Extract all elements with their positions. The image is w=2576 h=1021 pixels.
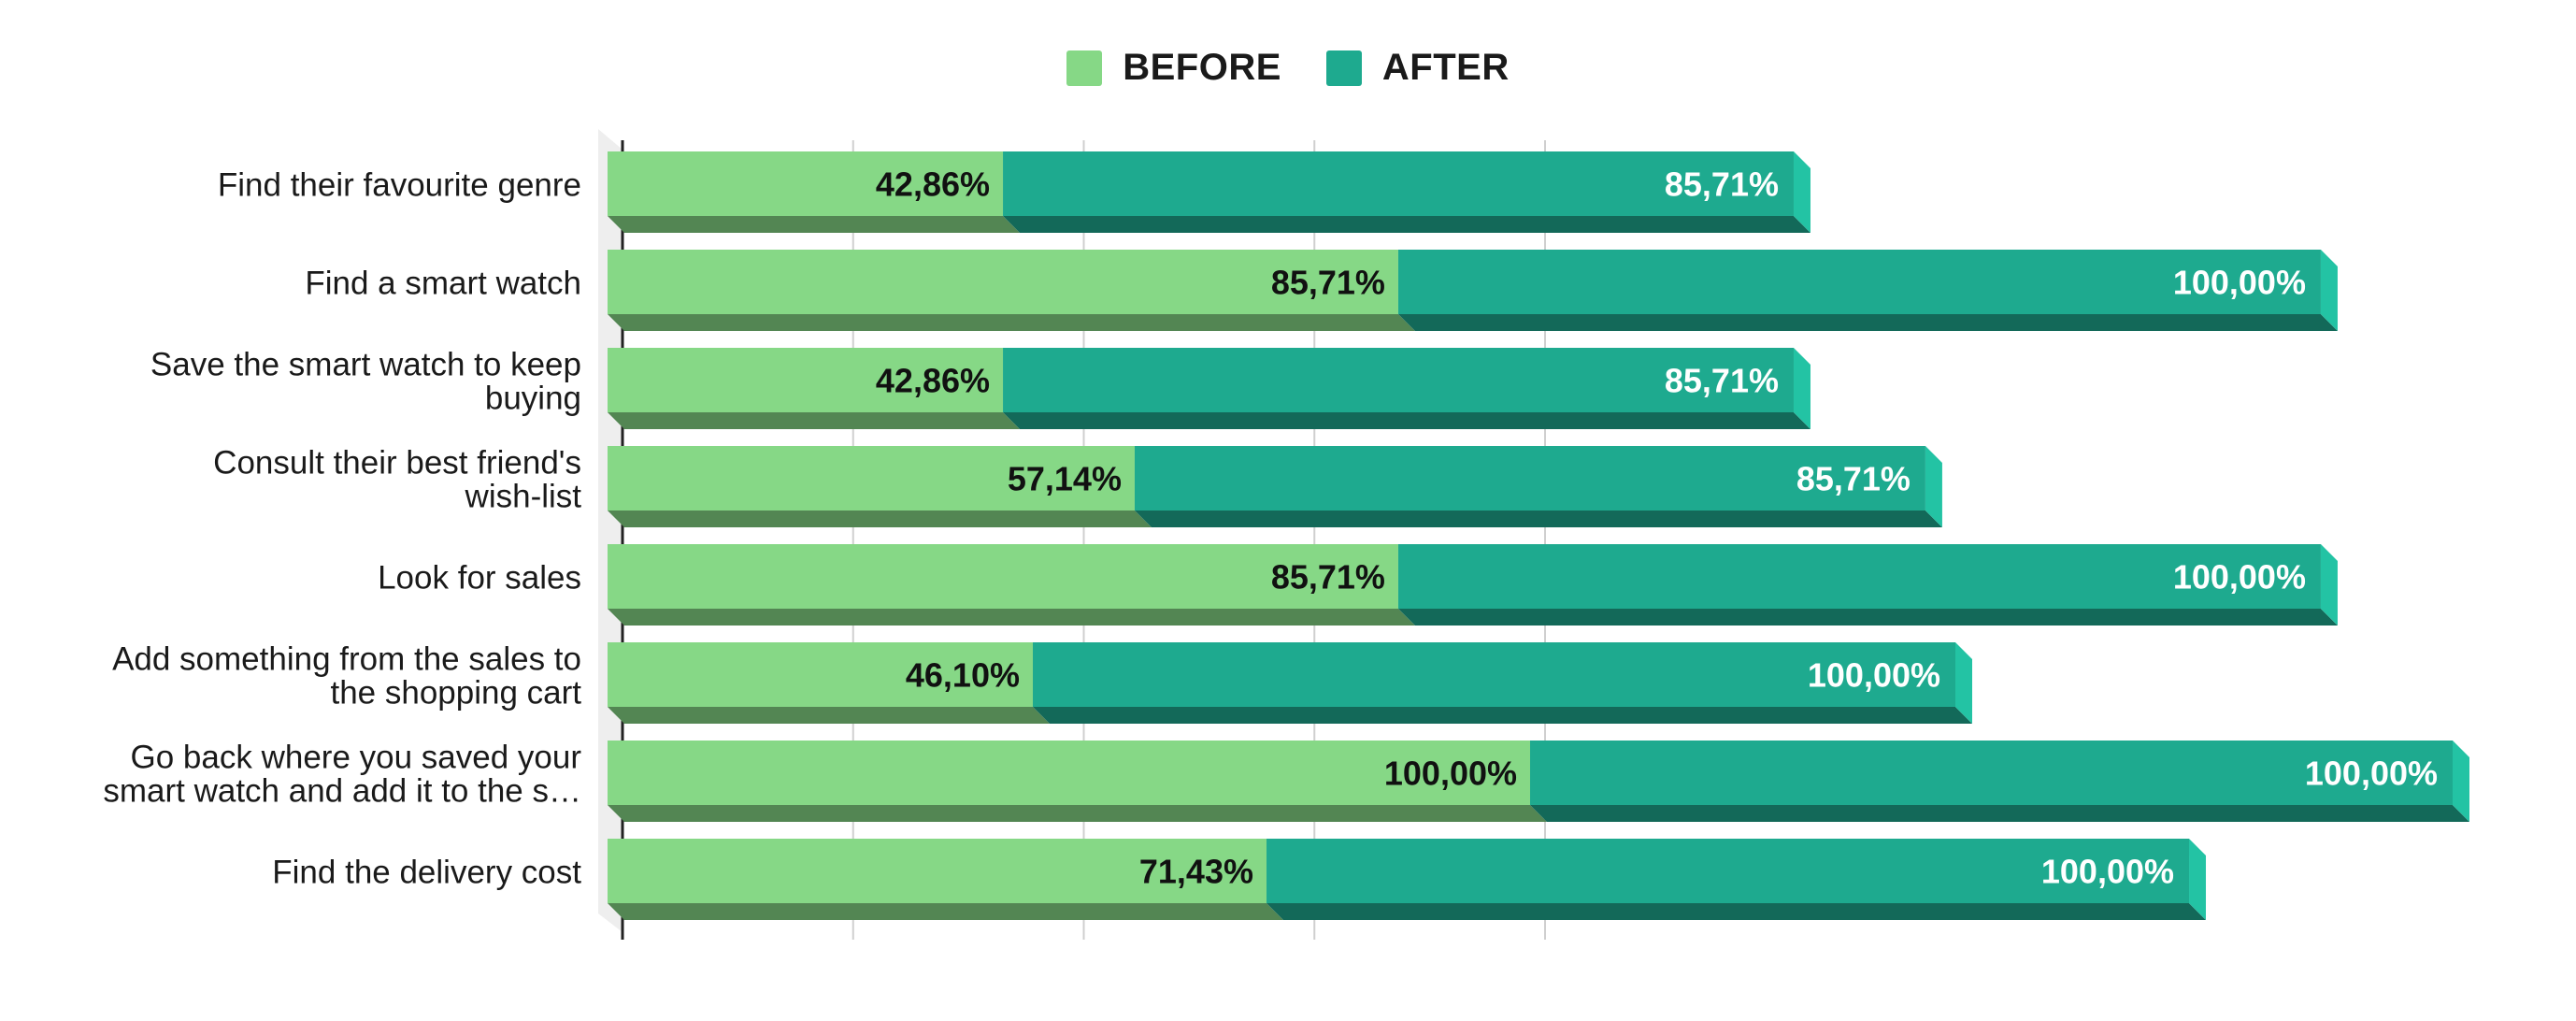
category-label: wish-list — [465, 479, 582, 515]
data-label-before: 85,71% — [1271, 264, 1385, 302]
bar-before — [608, 446, 1135, 510]
bar-before-bottom — [608, 805, 1547, 822]
bar-before — [608, 642, 1034, 707]
category-label: Consult their best friend's — [213, 445, 581, 482]
category-label: Find their favourite genre — [218, 167, 581, 204]
category-label: smart watch and add it to the s… — [103, 773, 581, 810]
plot-wall — [598, 129, 623, 932]
legend-swatch-after — [1325, 50, 1362, 86]
bar-after — [1003, 151, 1794, 216]
legend-item-after[interactable]: AFTER — [1325, 47, 1510, 89]
bar-before — [608, 839, 1267, 903]
bar-before-bottom — [608, 609, 1415, 626]
bar-after-bottom — [1267, 903, 2207, 920]
data-label-after: 85,71% — [1665, 362, 1779, 400]
data-label-before: 42,86% — [876, 362, 990, 400]
data-label-after: 100,00% — [1808, 656, 1940, 695]
data-label-before: 46,10% — [906, 656, 1020, 695]
bar-after — [1530, 741, 2453, 805]
category-label: buying — [485, 381, 581, 417]
bar-after-bottom — [1397, 609, 2338, 626]
legend-label-after: AFTER — [1381, 47, 1510, 88]
bar-after — [1267, 839, 2190, 903]
data-label-after: 100,00% — [2173, 558, 2306, 597]
bar-after — [1397, 250, 2321, 314]
data-label-after: 100,00% — [2041, 853, 2174, 891]
bar-after-side — [2320, 250, 2338, 331]
bar-after-bottom — [1003, 412, 1810, 429]
bar-after — [1033, 642, 1956, 707]
bar-before-bottom — [608, 707, 1051, 724]
bar-after — [1397, 544, 2321, 609]
data-label-after: 100,00% — [2305, 755, 2438, 793]
data-label-after: 100,00% — [2173, 264, 2306, 302]
bar-after — [1134, 446, 1925, 510]
bar-before — [608, 151, 1004, 216]
bar-after-bottom — [1033, 707, 1973, 724]
bar-before — [608, 348, 1004, 412]
bar-after-side — [1793, 348, 1810, 429]
bar-after-side — [1925, 446, 1942, 527]
data-label-before: 57,14% — [1008, 460, 1122, 498]
bar-after — [1003, 348, 1794, 412]
legend-label-before: BEFORE — [1123, 47, 1281, 88]
category-label: Find a smart watch — [305, 266, 581, 302]
bar-after-bottom — [1134, 510, 1942, 527]
bar-after-side — [2453, 741, 2469, 822]
bar-after-bottom — [1003, 216, 1810, 233]
category-label: Add something from the sales to — [112, 641, 581, 678]
bar-after-bottom — [1530, 805, 2469, 822]
bar-after-bottom — [1397, 314, 2338, 331]
bar-before-bottom — [608, 510, 1152, 527]
data-label-before: 71,43% — [1139, 853, 1253, 891]
bar-before — [608, 741, 1530, 805]
bar-after-side — [2189, 839, 2207, 920]
legend: BEFORE AFTER — [0, 47, 2576, 89]
bar-before-bottom — [608, 216, 1021, 233]
legend-swatch-before — [1066, 50, 1103, 86]
data-label-before: 42,86% — [876, 165, 990, 204]
category-label: the shopping cart — [330, 675, 581, 712]
data-label-after: 85,71% — [1665, 165, 1779, 204]
bar-before-bottom — [608, 314, 1415, 331]
bar-before-bottom — [608, 903, 1284, 920]
data-label-after: 85,71% — [1796, 460, 1911, 498]
bar-before — [608, 250, 1398, 314]
data-label-before: 85,71% — [1271, 558, 1385, 597]
category-label: Save the smart watch to keep — [150, 347, 581, 383]
bar-after-side — [2320, 544, 2338, 626]
bar-after-side — [1955, 642, 1973, 724]
data-label-before: 100,00% — [1384, 755, 1517, 793]
bar-before — [608, 544, 1398, 609]
category-label: Look for sales — [378, 560, 581, 597]
category-label: Find the delivery cost — [272, 855, 581, 891]
bar-before-bottom — [608, 412, 1021, 429]
legend-item-before[interactable]: BEFORE — [1066, 47, 1281, 89]
category-label: Go back where you saved your — [131, 740, 582, 776]
bar-after-side — [1793, 151, 1810, 233]
